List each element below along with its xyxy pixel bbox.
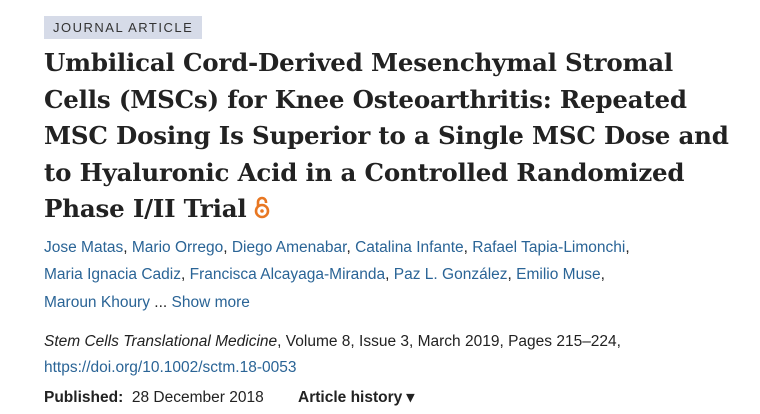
author-link[interactable]: Maroun Khoury (44, 293, 150, 311)
author-link[interactable]: Rafael Tapia-Limonchi (472, 238, 626, 256)
author-link[interactable]: Francisca Alcayaga-Miranda (189, 266, 386, 283)
article-title: Umbilical Cord-Derived Mesenchymal Strom… (44, 45, 744, 230)
show-more-link[interactable]: Show more (171, 293, 250, 311)
doi-link[interactable]: https://doi.org/10.1002/sctm.18-0053 (44, 359, 297, 376)
publication-info: Published: 28 December 2018 Article hist… (44, 385, 744, 411)
open-lock-icon (253, 193, 271, 230)
author-link[interactable]: Catalina Infante (355, 238, 464, 256)
author-link[interactable]: Paz L. González (393, 266, 508, 283)
author-ellipsis: ... (149, 293, 172, 311)
published-label: Published: (44, 389, 124, 406)
journal-name: Stem Cells Translational Medicine (44, 333, 278, 350)
author-link[interactable]: Mario Orrego (131, 238, 224, 256)
article-history-toggle[interactable]: Article history ▾ (298, 389, 415, 406)
author-link[interactable]: Emilio Muse (516, 266, 601, 283)
author-link[interactable]: Jose Matas (44, 238, 124, 256)
author-list: Jose Matas, Mario Orrego, Diego Amenabar… (44, 238, 630, 311)
citation-details: , Volume 8, Issue 3, March 2019, Pages 2… (277, 333, 621, 350)
published-date: 28 December 2018 (131, 389, 264, 406)
citation: Stem Cells Translational Medicine, Volum… (44, 329, 744, 381)
author-link[interactable]: Maria Ignacia Cadiz (44, 266, 181, 283)
author-link[interactable]: Diego Amenabar (231, 238, 347, 256)
article-type-badge: JOURNAL ARTICLE (44, 16, 203, 39)
title-text: Umbilical Cord-Derived Mesenchymal Strom… (44, 48, 729, 223)
